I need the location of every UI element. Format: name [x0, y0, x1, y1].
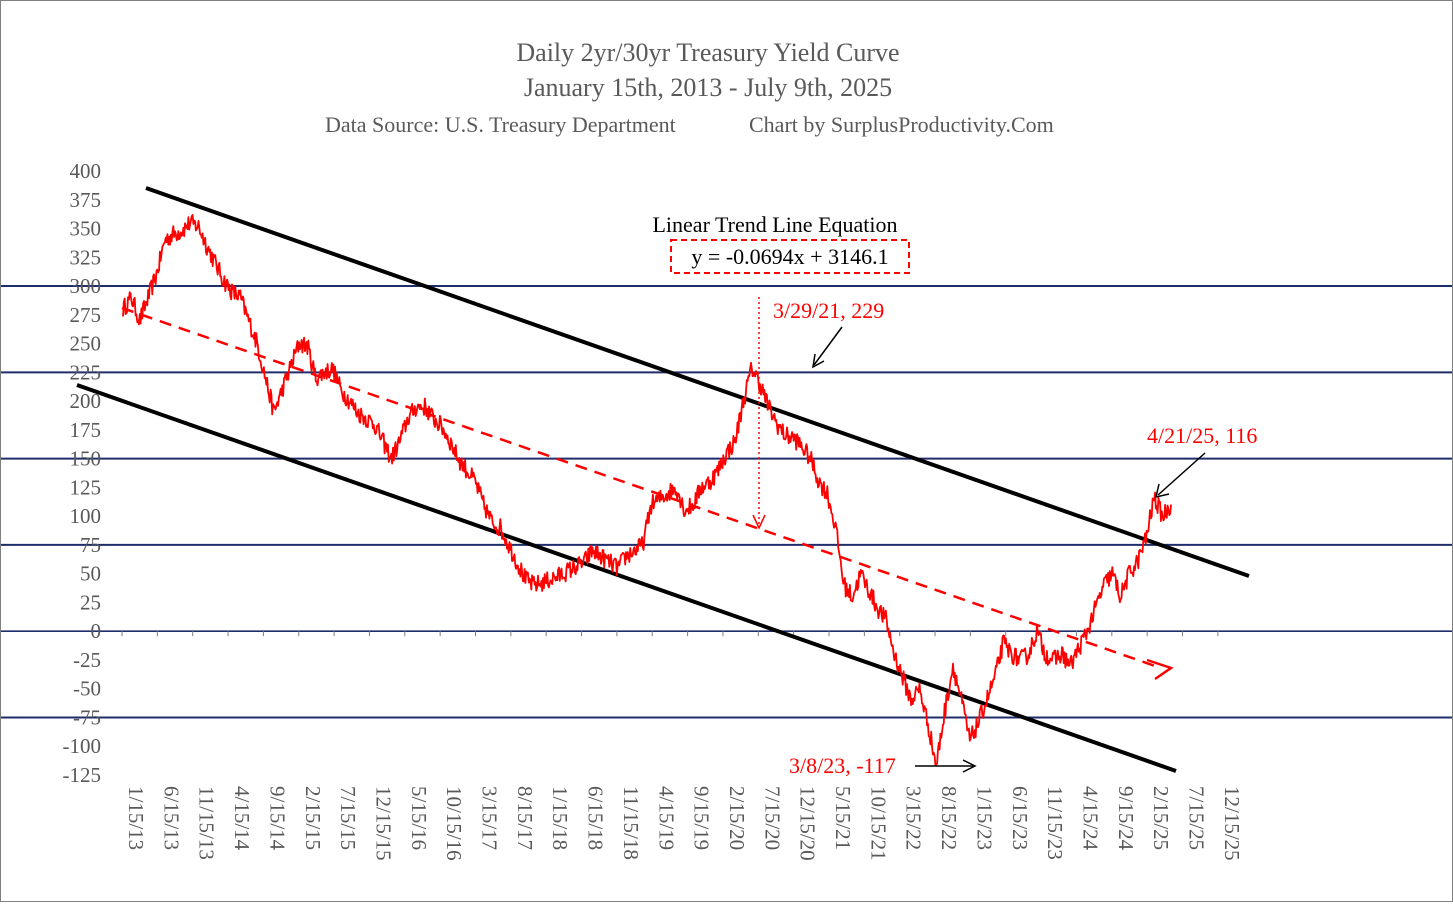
annotation-arrow-2025	[1157, 452, 1206, 496]
annotation-arrowhead-2023	[962, 759, 977, 773]
y-tick-label: 225	[70, 360, 102, 384]
y-tick-label: 50	[80, 562, 101, 586]
x-tick-label: 11/15/13	[195, 786, 219, 860]
annotation-arrowhead-2021	[812, 353, 825, 369]
upper-channel-line	[145, 186, 1250, 578]
reference-lines	[1, 285, 1452, 719]
annotation-peak-2021: 3/29/21, 229	[773, 298, 884, 323]
x-tick-label: 12/15/20	[796, 786, 820, 861]
x-tick-label: 1/15/23	[972, 786, 996, 850]
trend-arrowhead	[1146, 658, 1174, 681]
x-tick-label: 2/15/15	[301, 786, 325, 850]
x-tick-label: 8/15/17	[513, 786, 537, 850]
x-axis-ticks: 1/15/13 6/15/13 11/15/13 4/15/14 9/15/14 2/15…	[121, 631, 1244, 861]
y-tick-label: -100	[63, 734, 102, 758]
trend-channel	[76, 186, 1250, 773]
source-note: Data Source: U.S. Treasury Department	[325, 112, 676, 137]
x-tick-label: 7/15/25	[1185, 786, 1209, 850]
x-tick-label: 5/15/21	[831, 786, 855, 850]
lower-channel-line	[76, 383, 1177, 773]
y-tick-label: 375	[70, 188, 102, 212]
x-tick-label: 10/15/16	[442, 786, 466, 861]
trend-equation-label: Linear Trend Line Equation	[652, 212, 897, 237]
x-tick-label: 1/15/13	[124, 786, 148, 850]
x-tick-label: 2/15/20	[725, 786, 749, 850]
equation-pointer-arrowhead	[752, 514, 766, 530]
credit-note: Chart by SurplusProductivity.Com	[749, 112, 1054, 137]
y-tick-label: 0	[91, 619, 102, 643]
annotations: 3/29/21, 229 4/21/25, 116 3/8/23, -117	[773, 298, 1257, 778]
x-tick-label: 11/15/18	[619, 786, 643, 860]
x-tick-label: 4/15/19	[654, 786, 678, 850]
x-tick-label: 7/15/20	[760, 786, 784, 850]
trend-equation-frame	[670, 239, 910, 274]
x-tick-label: 11/15/23	[1043, 786, 1067, 860]
x-tick-label: 9/15/14	[265, 786, 289, 851]
annotation-trough-2023: 3/8/23, -117	[789, 753, 896, 778]
x-tick-label: 12/15/25	[1220, 786, 1244, 861]
y-tick-label: 300	[70, 274, 102, 298]
x-tick-label: 4/15/14	[230, 786, 254, 851]
x-tick-label: 2/15/25	[1149, 786, 1173, 850]
y-tick-label: -75	[73, 705, 101, 729]
x-tick-label: 7/15/15	[336, 786, 360, 850]
x-tick-label: 3/15/17	[478, 786, 502, 850]
x-tick-label: 9/15/19	[690, 786, 714, 850]
y-tick-label: 75	[80, 533, 101, 557]
y-tick-label: 325	[70, 245, 102, 269]
x-tick-label: 1/15/18	[548, 786, 572, 850]
x-tick-label: 8/15/22	[937, 786, 961, 850]
y-tick-label: 25	[80, 590, 101, 614]
x-tick-label: 6/15/13	[159, 786, 183, 850]
chart-subtitle: January 15th, 2013 - July 9th, 2025	[524, 73, 892, 102]
trend-equation-box: Linear Trend Line Equation y = -0.0694x …	[652, 212, 910, 530]
chart-titles: Daily 2yr/30yr Treasury Yield Curve Janu…	[325, 38, 1054, 137]
y-tick-label: 400	[70, 159, 102, 183]
x-tick-label: 4/15/24	[1078, 786, 1102, 851]
chart-title: Daily 2yr/30yr Treasury Yield Curve	[516, 38, 899, 67]
y-tick-label: 150	[70, 447, 102, 471]
trend-equation: y = -0.0694x + 3146.1	[691, 244, 888, 269]
y-tick-label: 125	[70, 475, 102, 499]
x-tick-label: 12/15/15	[371, 786, 395, 861]
y-tick-label: 350	[70, 217, 102, 241]
y-tick-label: 275	[70, 303, 102, 327]
x-tick-label: 6/15/23	[1008, 786, 1032, 850]
x-tick-label: 10/15/21	[866, 786, 890, 861]
y-axis-ticks: 4003753503253002752502252001751501251007…	[63, 159, 102, 787]
x-tick-label: 9/15/24	[1114, 786, 1138, 851]
x-tick-label: 3/15/22	[902, 786, 926, 850]
y-tick-label: 175	[70, 418, 102, 442]
x-tick-label: 6/15/18	[584, 786, 608, 850]
y-tick-label: 250	[70, 332, 102, 356]
annotation-arrowhead-2025	[1154, 483, 1170, 499]
x-tick-label: 5/15/16	[407, 786, 431, 850]
y-tick-label: -125	[63, 763, 102, 787]
y-tick-label: -25	[73, 648, 101, 672]
y-tick-label: -50	[73, 677, 101, 701]
y-tick-label: 100	[70, 504, 102, 528]
trend-line	[121, 306, 1162, 670]
yield-spread-series	[122, 214, 1172, 766]
annotation-2025: 4/21/25, 116	[1147, 423, 1257, 448]
annotation-arrow-2021	[813, 326, 843, 366]
